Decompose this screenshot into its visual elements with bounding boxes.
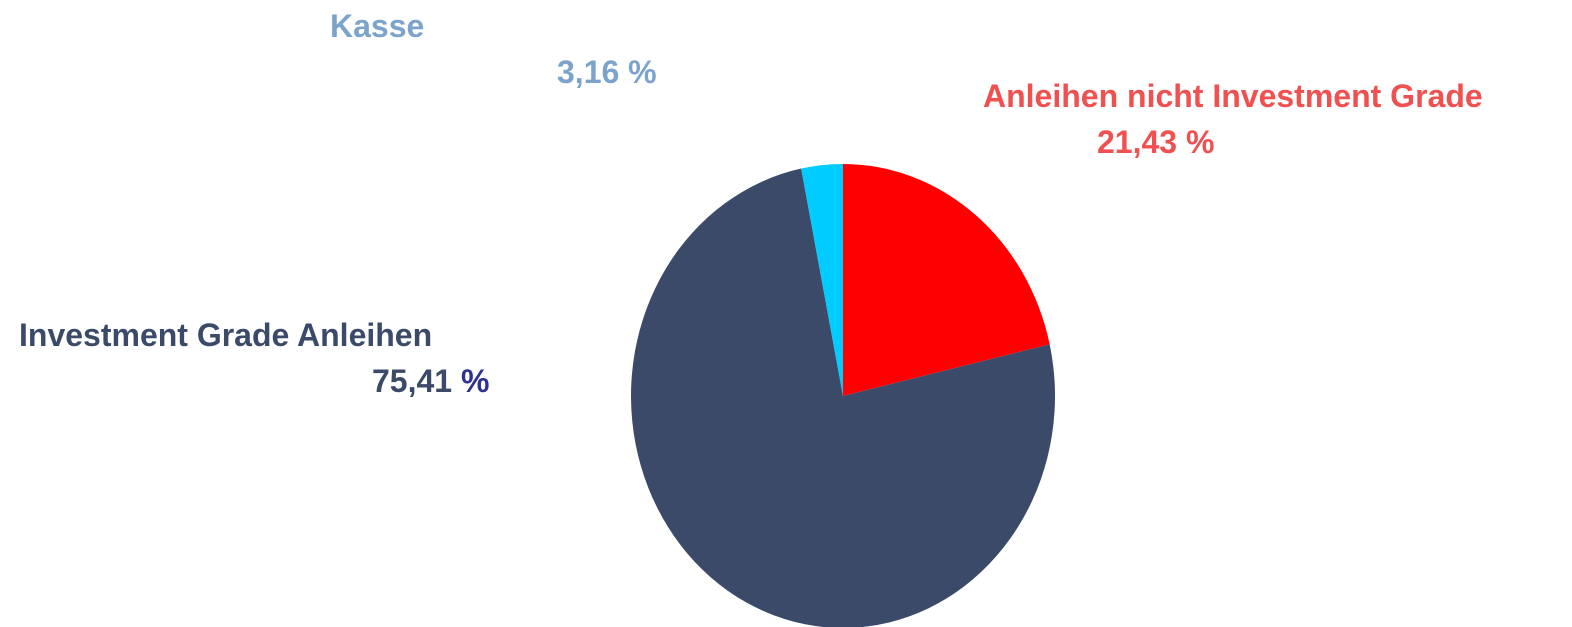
slice-value-anleihen-nicht-investment-grade: 21,43 % (1097, 124, 1214, 160)
slice-value-investment-grade-anleihen: 75,41 % (372, 363, 489, 399)
slice-label-kasse: Kasse (330, 8, 425, 44)
pie-slice-investment-grade-anleihen (631, 168, 1055, 627)
slice-value-kasse: 3,16 % (557, 54, 657, 90)
slice-value-unit-kasse: % (619, 54, 657, 90)
slice-value-unit-anleihen-nicht-investment-grade: % (1177, 124, 1215, 160)
slice-value-number-anleihen-nicht-investment-grade: 21,43 (1097, 124, 1178, 160)
slice-value-number-kasse: 3,16 (557, 54, 620, 90)
slice-value-unit-investment-grade-anleihen: % (452, 363, 490, 399)
slice-label-investment-grade-anleihen: Investment Grade Anleihen (19, 317, 433, 353)
slice-value-number-investment-grade-anleihen: 75,41 (372, 363, 453, 399)
pie-slice-kasse (801, 164, 843, 396)
slice-label-anleihen-nicht-investment-grade: Anleihen nicht Investment Grade (983, 78, 1483, 114)
pie-slice-anleihen-nicht-investment-grade (843, 164, 1050, 396)
